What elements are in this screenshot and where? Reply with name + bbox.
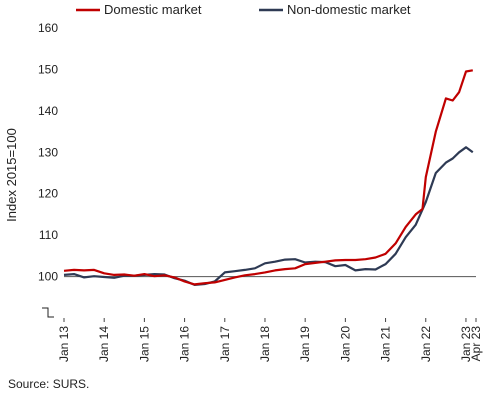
legend: Domestic market Non-domestic market (76, 2, 411, 17)
x-tick-label-9: Jan 22 (419, 326, 433, 362)
source-note: Source: SURS. (8, 377, 90, 391)
series-line-1 (63, 146, 474, 286)
x-tick-label-5: Jan 18 (258, 326, 272, 362)
series-layer (63, 69, 474, 286)
y-tick-label-160: 160 (38, 21, 58, 35)
x-tick-label-7: Jan 20 (338, 326, 352, 362)
x-axis: Jan 13 Jan 14 Jan 15 Jan 16 Jan 17 Jan 18 Jan … (57, 318, 483, 362)
y-tick-label-100: 100 (38, 270, 58, 284)
x-tick-label-10: Jan 23 (459, 326, 473, 362)
x-tick-label-0: Jan 13 (57, 326, 71, 362)
y-tick-label-110: 110 (39, 228, 58, 242)
y-tick-label-120: 120 (38, 187, 58, 201)
legend-label-0: Domestic market (104, 2, 202, 17)
series-line-0 (63, 69, 473, 286)
x-tick-label-1: Jan 14 (97, 326, 111, 362)
x-tick-label-3: Jan 16 (178, 326, 192, 362)
x-tick-label-6: Jan 19 (298, 326, 312, 362)
y-tick-label-150: 150 (38, 62, 58, 76)
x-tick-label-8: Jan 21 (379, 326, 393, 362)
y-tick-label-130: 130 (38, 145, 58, 159)
y-axis-label: Index 2015=100 (4, 128, 19, 222)
x-tick-label-2: Jan 15 (137, 326, 151, 362)
x-tick-label-4: Jan 17 (218, 326, 232, 362)
axis-break-mark (42, 307, 54, 318)
y-tick-label-140: 140 (38, 104, 58, 118)
legend-label-1: Non-domestic market (287, 2, 411, 17)
x-tick-label-11: Apr 23 (469, 326, 483, 362)
